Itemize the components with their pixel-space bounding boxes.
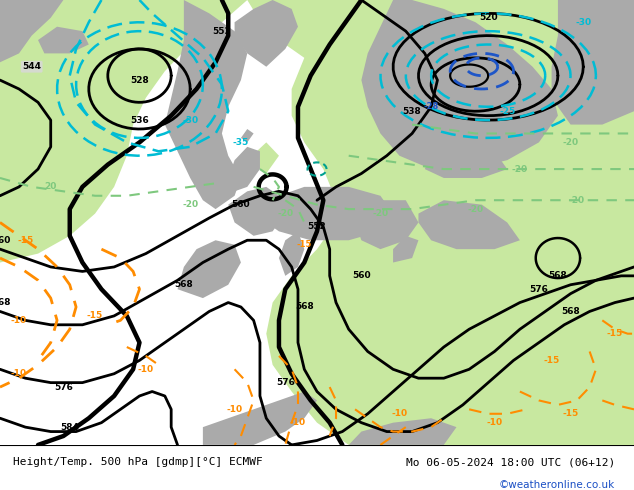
Text: 536: 536 [130, 116, 149, 124]
Text: 576: 576 [276, 378, 295, 387]
Text: -20: -20 [467, 205, 484, 214]
Text: 544: 544 [22, 62, 41, 71]
Text: -15: -15 [297, 240, 312, 249]
Text: 568: 568 [561, 307, 580, 316]
Text: -28: -28 [424, 102, 439, 111]
Text: 20: 20 [44, 182, 57, 192]
Text: 528: 528 [130, 75, 149, 85]
Polygon shape [355, 200, 418, 249]
Polygon shape [178, 240, 241, 298]
Polygon shape [228, 147, 260, 191]
Text: -10: -10 [486, 418, 503, 427]
Text: -15: -15 [607, 329, 623, 338]
Text: -20: -20 [512, 165, 528, 173]
Polygon shape [38, 26, 89, 53]
Polygon shape [247, 143, 279, 173]
Text: ©weatheronline.co.uk: ©weatheronline.co.uk [499, 480, 615, 490]
Text: 538: 538 [403, 107, 422, 116]
Text: 568: 568 [295, 302, 314, 312]
Text: -30: -30 [182, 116, 198, 124]
Polygon shape [552, 0, 634, 124]
Text: -20: -20 [569, 196, 585, 205]
Polygon shape [393, 236, 418, 263]
Text: -35: -35 [233, 138, 249, 147]
Polygon shape [425, 143, 507, 178]
Polygon shape [235, 0, 298, 67]
Text: -10: -10 [11, 369, 27, 378]
Polygon shape [361, 0, 558, 169]
Text: 560: 560 [231, 200, 250, 209]
Text: -10: -10 [290, 418, 306, 427]
Polygon shape [260, 187, 393, 240]
Text: -10: -10 [11, 316, 27, 325]
Polygon shape [241, 129, 254, 143]
Text: -15: -15 [562, 409, 579, 418]
Polygon shape [266, 0, 634, 445]
Text: -15: -15 [543, 356, 560, 365]
Text: -10: -10 [138, 365, 154, 374]
Text: 576: 576 [54, 383, 73, 392]
Text: -568: -568 [0, 298, 11, 307]
Text: -20: -20 [182, 200, 198, 209]
Polygon shape [279, 231, 304, 276]
Text: -20: -20 [562, 138, 579, 147]
Text: -10: -10 [226, 405, 243, 414]
Text: 568: 568 [174, 280, 193, 289]
Text: -20: -20 [277, 209, 294, 218]
Polygon shape [0, 0, 63, 62]
Polygon shape [165, 0, 247, 209]
Text: -560: -560 [0, 236, 11, 245]
Text: 584: 584 [60, 422, 79, 432]
Text: 560: 560 [352, 271, 371, 280]
Polygon shape [203, 392, 317, 445]
Polygon shape [349, 418, 456, 445]
Polygon shape [247, 0, 634, 445]
Text: 576: 576 [529, 285, 548, 294]
Text: -25: -25 [499, 107, 515, 116]
Text: Height/Temp. 500 hPa [gdmp][°C] ECMWF: Height/Temp. 500 hPa [gdmp][°C] ECMWF [13, 457, 262, 467]
Text: 520: 520 [479, 13, 498, 23]
Text: 552: 552 [307, 222, 327, 231]
Text: 568: 568 [548, 271, 567, 280]
Text: -30: -30 [575, 18, 592, 27]
Text: -10: -10 [391, 409, 408, 418]
Text: -20: -20 [372, 209, 389, 218]
Text: Mo 06-05-2024 18:00 UTC (06+12): Mo 06-05-2024 18:00 UTC (06+12) [406, 457, 615, 467]
Polygon shape [0, 0, 247, 263]
Polygon shape [380, 0, 634, 156]
Polygon shape [228, 187, 285, 236]
Text: 552: 552 [212, 26, 231, 36]
Polygon shape [0, 0, 127, 89]
Text: -15: -15 [87, 311, 103, 320]
Text: -15: -15 [17, 236, 34, 245]
Polygon shape [418, 200, 520, 249]
